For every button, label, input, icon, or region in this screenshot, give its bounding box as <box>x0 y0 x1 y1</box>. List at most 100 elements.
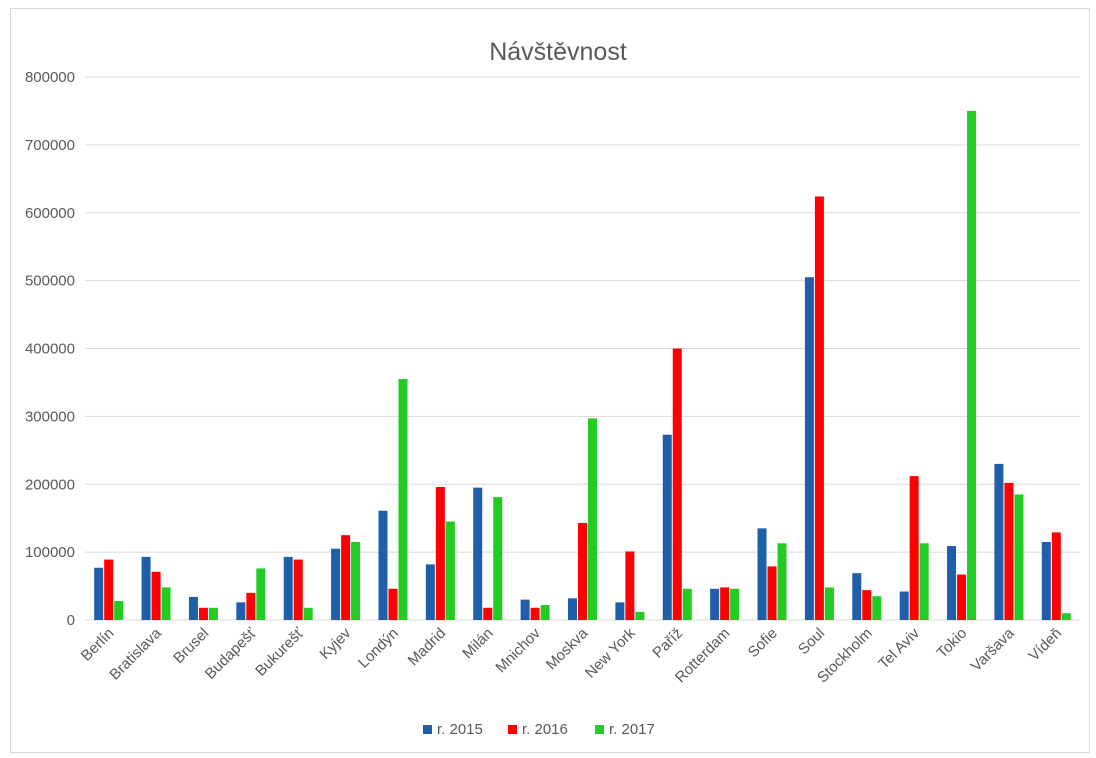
bar-1 <box>520 599 530 620</box>
y-tick-label: 400000 <box>25 341 75 358</box>
bar-2 <box>388 588 398 620</box>
x-category-label: Londýn <box>355 625 402 672</box>
x-category-label: Brusel <box>170 625 212 667</box>
legend-label: r. 2016 <box>522 721 568 738</box>
bar-3 <box>588 418 597 620</box>
y-tick-label: 800000 <box>25 69 75 86</box>
bar-3 <box>445 521 455 620</box>
chart-area <box>10 8 1090 753</box>
x-category-label: Mnichov <box>492 624 544 676</box>
y-axis-tick-labels: 0 100000 200000 300000 400000 500000 600000 700… <box>25 69 75 629</box>
x-category-label: Budapešť <box>202 625 260 683</box>
bar-1 <box>94 567 104 620</box>
bar-2 <box>672 348 682 620</box>
bar-2 <box>909 476 919 620</box>
y-tick-label: 0 <box>67 612 75 629</box>
bar-1 <box>615 602 625 620</box>
bar-3 <box>824 587 834 620</box>
bar-1 <box>331 548 341 620</box>
chart-title: Návštěvnost <box>489 38 627 66</box>
bar-1 <box>899 591 909 620</box>
bar-3 <box>1014 494 1024 620</box>
bar-3 <box>208 607 218 620</box>
x-category-label: Varšava <box>968 624 1019 675</box>
bar-1 <box>804 277 814 620</box>
bar-2 <box>767 566 777 620</box>
bar-1 <box>141 556 151 620</box>
x-category-label: Sofie <box>745 625 781 661</box>
bar-2 <box>151 571 161 620</box>
x-category-label: Soul <box>795 625 828 658</box>
y-tick-label: 300000 <box>25 408 75 425</box>
y-tick-label: 600000 <box>25 205 75 222</box>
x-category-label: Madrid <box>405 625 449 669</box>
bar-3 <box>493 497 503 620</box>
bar-1 <box>994 463 1004 620</box>
bar-1 <box>378 510 388 620</box>
x-category-label: Vídeň <box>1025 625 1065 665</box>
x-category-label: Bukurešť <box>252 625 307 680</box>
x-category-label: Tel Aviv <box>875 624 923 672</box>
legend-label: r. 2015 <box>437 721 483 738</box>
legend-label: r. 2017 <box>609 721 655 738</box>
bar-1 <box>188 596 198 620</box>
x-category-label: New York <box>582 624 639 681</box>
x-category-label: Paříž <box>649 625 686 662</box>
y-tick-label: 100000 <box>25 544 75 561</box>
bar-1 <box>473 487 483 620</box>
x-category-label: Tokio <box>934 625 971 662</box>
bar-2 <box>246 592 256 620</box>
bar-3 <box>872 596 882 620</box>
bar-1 <box>568 598 577 620</box>
bar-3 <box>256 568 266 620</box>
bar-3 <box>303 607 313 620</box>
y-tick-label: 700000 <box>25 137 75 154</box>
bar-3 <box>114 600 124 620</box>
bar-1 <box>1041 541 1051 620</box>
bar-2 <box>578 522 587 620</box>
legend: r. 2015 r. 2016 r. 2017 <box>423 721 655 738</box>
bar-3 <box>161 587 171 620</box>
bar-3 <box>967 110 977 620</box>
bar-2 <box>293 559 303 620</box>
bar-2 <box>957 574 967 620</box>
bars <box>94 110 1071 620</box>
bar-1 <box>662 434 672 620</box>
bar-2 <box>198 607 208 620</box>
bar-2 <box>435 486 445 620</box>
bar-3 <box>540 605 550 620</box>
bar-3 <box>919 543 929 620</box>
bar-1 <box>283 556 293 620</box>
bar-2 <box>862 590 872 620</box>
bar-2 <box>814 196 824 620</box>
bar-3 <box>1061 613 1071 620</box>
y-tick-label: 500000 <box>25 273 75 290</box>
legend-swatch <box>508 725 517 734</box>
x-category-label: Berlín <box>78 625 118 665</box>
bar-3 <box>777 543 787 620</box>
bar-3 <box>635 611 645 620</box>
bar-1 <box>425 564 435 620</box>
y-tick-label: 200000 <box>25 476 75 493</box>
bar-2 <box>1004 482 1014 620</box>
bar-2 <box>483 607 493 620</box>
bar-3 <box>730 588 740 620</box>
bar-1 <box>852 573 862 620</box>
bar-2 <box>341 535 351 620</box>
bar-3 <box>351 541 361 620</box>
legend-swatch <box>595 725 604 734</box>
legend-swatch <box>423 725 432 734</box>
bar-1 <box>710 588 720 620</box>
bar-2 <box>625 551 635 620</box>
bar-3 <box>682 588 692 620</box>
bar-2 <box>720 587 730 620</box>
bar-2 <box>104 559 114 620</box>
x-category-label: Milán <box>459 625 496 662</box>
bar-1 <box>757 528 767 620</box>
bar-2 <box>1051 532 1061 620</box>
bar-1 <box>947 546 957 620</box>
bar-3 <box>398 379 408 620</box>
bar-1 <box>236 602 246 620</box>
